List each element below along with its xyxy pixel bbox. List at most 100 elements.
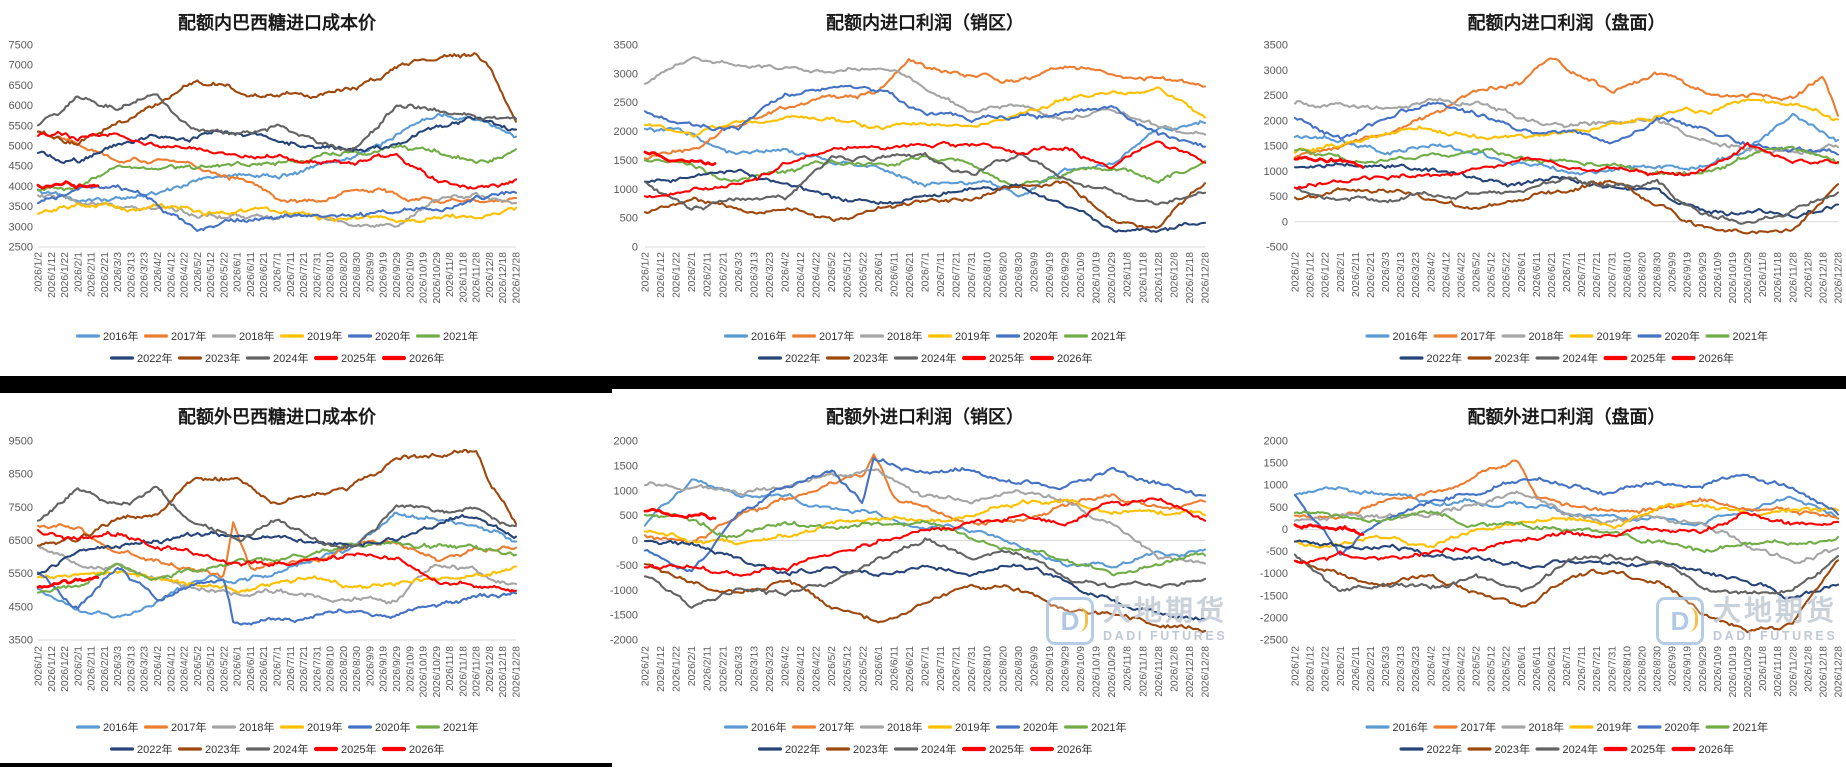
series-line-2024年: [643, 537, 1207, 609]
legend-label: 2018年: [887, 720, 922, 734]
y-axis-label: 8500: [9, 469, 33, 481]
series-line-2025年: [643, 497, 1207, 577]
x-axis-label: 2026/5/22: [219, 646, 230, 692]
x-axis-label: 2026/12/18: [1185, 646, 1196, 698]
x-axis-label: 2026/11/8: [445, 646, 456, 691]
legend-swatch: [928, 334, 952, 338]
legend-swatch: [860, 334, 884, 338]
legend-label: 2017年: [171, 329, 206, 343]
y-axis-label: 2000: [614, 436, 638, 448]
x-axis-label: 2026/7/11: [286, 252, 297, 297]
y-axis-label: 1500: [614, 460, 638, 472]
legend-label: 2016年: [103, 329, 138, 343]
y-axis-label: 500: [620, 510, 638, 522]
x-axis-label: 2026/3/13: [126, 252, 137, 298]
y-axis-label: 3000: [9, 221, 33, 233]
y-axis-label: -2000: [1260, 612, 1288, 624]
legend-swatch: [416, 334, 440, 338]
legend-swatch: [1399, 356, 1424, 360]
legend-swatch: [1535, 356, 1560, 360]
x-axis-label: 2026/11/8: [445, 252, 456, 297]
legend-swatch: [178, 356, 202, 360]
legend-swatch: [314, 746, 338, 752]
y-axis-label: 0: [632, 535, 638, 547]
x-axis-label: 2026/2/11: [1351, 252, 1362, 297]
legend-label: 2024年: [921, 742, 956, 756]
x-axis-label: 2026/2/1: [687, 252, 698, 292]
x-axis-label: 2026/5/22: [219, 252, 230, 298]
legend-label: 2016年: [1393, 720, 1428, 734]
series-line-2024年: [1293, 176, 1840, 225]
series-line-2021年: [36, 144, 518, 192]
x-axis-label: 2026/9/19: [1045, 646, 1056, 692]
series-line-2025年: [36, 529, 518, 593]
x-axis-label: 2026/6/1: [1517, 646, 1528, 686]
x-axis-label: 2026/5/22: [1502, 252, 1513, 298]
legend-swatch: [246, 747, 270, 751]
series-line-2024年: [643, 151, 1207, 211]
x-axis-label: 2026/4/12: [1441, 646, 1452, 692]
x-axis-label: 2026/1/22: [60, 252, 71, 298]
x-axis-label: 2026/10/29: [432, 646, 443, 698]
legend-swatch: [382, 355, 406, 361]
series-line-2021年: [1293, 509, 1840, 554]
x-axis-label: 2026/7/31: [312, 252, 323, 298]
legend-swatch: [1399, 747, 1424, 751]
series-line-2025年: [1293, 511, 1840, 565]
x-axis-label: 2026/8/10: [326, 252, 337, 298]
x-axis-label: 2026/2/1: [73, 252, 84, 292]
x-axis-label: 2026/2/1: [1336, 646, 1347, 686]
x-axis-label: 2026/12/8: [485, 646, 496, 692]
legend-label: 2018年: [1529, 329, 1564, 343]
y-axis-label: -2000: [610, 635, 638, 647]
x-axis-label: 2026/10/9: [405, 252, 416, 298]
y-axis-label: 7500: [9, 40, 33, 52]
series-line-2023年: [1293, 179, 1840, 235]
x-axis-label: 2026/9/9: [1029, 252, 1040, 292]
legend-swatch: [826, 747, 850, 751]
y-axis-label: 1500: [1264, 458, 1288, 470]
x-axis-label: 2026/12/8: [1803, 646, 1814, 692]
y-axis-label: 500: [1270, 502, 1288, 514]
chart-title: 配额外进口利润（盘面）: [1468, 406, 1666, 427]
y-axis-label: 4000: [9, 181, 33, 193]
legend-label: 2021年: [443, 329, 478, 343]
x-axis-label: 2026/8/30: [1653, 646, 1664, 692]
legend-swatch: [1365, 725, 1390, 729]
legend-swatch: [1433, 725, 1458, 729]
y-axis-label: 3500: [9, 201, 33, 213]
y-axis-label: 1000: [1264, 166, 1288, 178]
legend-label: 2022年: [785, 351, 820, 365]
series-line-2023年: [36, 52, 518, 147]
series-line-2026年: [36, 575, 100, 589]
x-axis-label: 2026/1/12: [656, 252, 667, 298]
x-axis-label: 2026/5/12: [843, 252, 854, 298]
legend-label: 2017年: [1461, 720, 1496, 734]
x-axis-label: 2026/5/22: [858, 252, 869, 298]
x-axis-label: 2026/4/2: [781, 646, 792, 686]
x-axis-label: 2026/10/9: [1076, 252, 1087, 298]
x-axis-label: 2026/1/22: [672, 252, 683, 298]
chart-5: 配额外进口利润（销区） -2000 -1500 -1000 -500 0 500 1000 15…: [610, 406, 1212, 756]
x-axis-label: 2026/2/21: [100, 646, 111, 692]
x-axis-label: 2026/12/8: [1169, 646, 1180, 692]
x-axis-label: 2026/12/28: [512, 252, 523, 304]
x-axis-label: 2026/8/20: [339, 252, 350, 298]
series-line-2025年: [1293, 141, 1840, 190]
legend-label: 2025年: [989, 351, 1024, 365]
legend-label: 2018年: [1529, 720, 1564, 734]
legend-label: 2024年: [1563, 742, 1598, 756]
x-axis-label: 2026/6/1: [1517, 252, 1528, 292]
x-axis-label: 2026/9/9: [365, 252, 376, 292]
series-line-2017年: [643, 58, 1207, 161]
x-axis-label: 2026/8/10: [1622, 252, 1633, 298]
series-line-2025年: [36, 130, 518, 190]
x-axis-label: 2026/3/3: [734, 646, 745, 686]
x-axis-label: 2026/7/21: [1592, 252, 1603, 298]
series-line-2016年: [643, 120, 1207, 198]
legend-label: 2022年: [1427, 742, 1462, 756]
bottom-left-black-strip: [0, 763, 612, 767]
x-axis-label: 2026/5/22: [1502, 646, 1513, 692]
x-axis-label: 2026/11/8: [1758, 646, 1769, 691]
y-axis-label: -500: [1266, 242, 1288, 254]
